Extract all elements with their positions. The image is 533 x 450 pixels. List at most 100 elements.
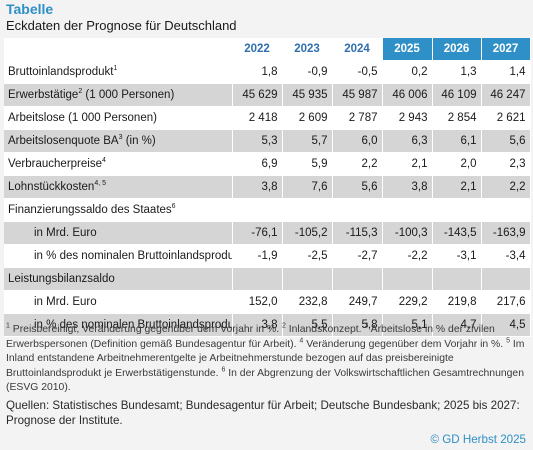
value-cell: 5,9 (282, 152, 333, 176)
value-cell: -105,2 (282, 221, 333, 245)
row-label-text: Verbraucherpreise (8, 158, 102, 170)
value-cell (481, 198, 531, 222)
row-label: Lohnstückkosten4, 5 (4, 175, 233, 199)
forecast-year-header: 2026 (432, 38, 482, 61)
value-cell: 2,0 (432, 152, 482, 176)
value-cell: 45 987 (332, 83, 383, 107)
row-label: in Mrd. Euro (4, 290, 233, 314)
value-cell: 46 109 (432, 83, 482, 107)
value-cell (282, 267, 333, 291)
value-cell (432, 198, 482, 222)
value-cell: 5,1 (382, 313, 433, 337)
footnote-text: Preisbereinigt, Veränderung gegenüber de… (9, 324, 282, 335)
table-title: Eckdaten der Prognose für Deutschland (6, 18, 237, 33)
value-cell: 232,8 (282, 290, 333, 314)
value-cell: 2,1 (382, 152, 433, 176)
row-label: Finanzierungssaldo des Staates6 (4, 198, 233, 222)
row-label: in Mrd. Euro (4, 221, 233, 245)
value-cell: -100,3 (382, 221, 433, 245)
year-header-row: 2022 2023 2024 2025 2026 2027 (4, 38, 531, 61)
value-cell (382, 198, 433, 222)
value-cell: 7,6 (282, 175, 333, 199)
value-cell: 2,3 (481, 152, 531, 176)
footnote-text: Veränderung gegenüber dem Vorjahr in %. (303, 338, 507, 350)
row-label-text: in % des nominalen Bruttoinlandsprodukts (34, 250, 232, 262)
footnote-marker: 2 (78, 88, 83, 96)
row-label-unit: (1 000 Personen) (82, 89, 175, 101)
value-cell (332, 198, 383, 222)
value-cell: -2,5 (282, 244, 333, 268)
table-row: Verbraucherpreise4 6,9 5,9 2,2 2,1 2,0 2,3 (4, 152, 531, 176)
value-cell: 6,0 (332, 129, 383, 153)
row-label: Bruttoinlandsprodukt1 (4, 60, 233, 84)
value-cell: 45 629 (232, 83, 283, 107)
value-cell: 152,0 (232, 290, 283, 314)
value-cell: -2,2 (382, 244, 433, 268)
value-cell: 3,8 (232, 175, 283, 199)
row-label: Leistungsbilanzsaldo (4, 267, 233, 291)
value-cell (232, 267, 283, 291)
value-cell (382, 267, 433, 291)
row-label: Arbeitslose (1 000 Personen) (4, 106, 233, 130)
value-cell: 2 609 (282, 106, 333, 130)
value-cell: -0,5 (332, 60, 383, 84)
table-body: Bruttoinlandsprodukt1 1,8 -0,9 -0,5 0,2 1,3 1,… (4, 60, 531, 337)
value-cell: 46 247 (481, 83, 531, 107)
footnote-number: 1 (6, 322, 10, 330)
row-label: in % des nominalen Bruttoinlandsprodukts (4, 244, 233, 268)
value-cell: 5,7 (282, 129, 333, 153)
footnote-number: 2 (281, 322, 286, 330)
footnotes: 1 Preisbereinigt, Veränderung gegenüber … (6, 323, 528, 396)
row-label-text: Erwerbstätige (8, 89, 79, 101)
value-cell: 1,8 (232, 60, 283, 84)
table-row: in % des nominalen Bruttoinlandsprodukts… (4, 313, 531, 337)
table-caption: Tabelle (6, 1, 54, 17)
footnote-number: 5 (506, 337, 510, 345)
value-cell: 3,8 (232, 313, 283, 337)
row-label-text: Arbeitslosenquote BA (8, 135, 119, 147)
row-label-text: Bruttoinlandsprodukt (8, 66, 114, 78)
value-cell: 249,7 (332, 290, 383, 314)
table-row: Lohnstückkosten4, 5 3,8 7,6 5,6 3,8 2,1 2,2 (4, 175, 531, 199)
value-cell: 4,5 (481, 313, 531, 337)
value-cell: 2,2 (481, 175, 531, 199)
value-cell: -115,3 (332, 221, 383, 245)
value-cell: -76,1 (232, 221, 283, 245)
value-cell: -143,5 (432, 221, 482, 245)
value-cell: 5,6 (481, 129, 531, 153)
value-cell: 1,3 (432, 60, 482, 84)
value-cell: -163,9 (481, 221, 531, 245)
value-cell: 2 943 (382, 106, 433, 130)
row-label-text: Finanzierungssaldo des Staates (8, 204, 172, 216)
value-cell: 1,4 (481, 60, 531, 84)
footnote-text: In der Abgrenzung der Volkswirtschaftlic… (6, 367, 524, 394)
value-cell: -3,4 (481, 244, 531, 268)
value-cell: 6,3 (382, 129, 433, 153)
table-row: in % des nominalen Bruttoinlandsprodukts… (4, 244, 531, 268)
value-cell: 2 854 (432, 106, 482, 130)
value-cell: 2 418 (232, 106, 283, 130)
year-header: 2024 (332, 38, 383, 61)
row-label-text: in Mrd. Euro (34, 227, 97, 239)
sources-note: Quellen: Statistisches Bundesamt; Bundes… (6, 399, 520, 427)
row-label: Erwerbstätige2 (1 000 Personen) (4, 83, 233, 107)
value-cell: 45 935 (282, 83, 333, 107)
value-cell: 2,2 (332, 152, 383, 176)
row-label-text: in Mrd. Euro (34, 296, 97, 308)
copyright: © GD Herbst 2025 (430, 433, 526, 446)
value-cell: 5,6 (332, 175, 383, 199)
table-row: Finanzierungssaldo des Staates6 (4, 198, 531, 222)
table-row: in Mrd. Euro 152,0 232,8 249,7 229,2 219,8 217… (4, 290, 531, 314)
value-cell: 219,8 (432, 290, 482, 314)
row-label-text: in % des nominalen Bruttoinlandsprodukts (34, 319, 232, 331)
forecast-table: 2022 2023 2024 2025 2026 2027 Bruttoinla… (4, 38, 531, 337)
value-cell (432, 267, 482, 291)
footnote-text: Arbeitslose in % der zivilen Erwerbspers… (6, 324, 495, 350)
value-cell (232, 198, 283, 222)
footnote-number: 4 (299, 337, 304, 345)
value-cell: 5,5 (282, 313, 333, 337)
value-cell: 0,2 (382, 60, 433, 84)
header-corner (4, 38, 233, 61)
year-header: 2022 (232, 38, 283, 61)
table-row: Arbeitslose (1 000 Personen) 2 418 2 609 2 … (4, 106, 531, 130)
